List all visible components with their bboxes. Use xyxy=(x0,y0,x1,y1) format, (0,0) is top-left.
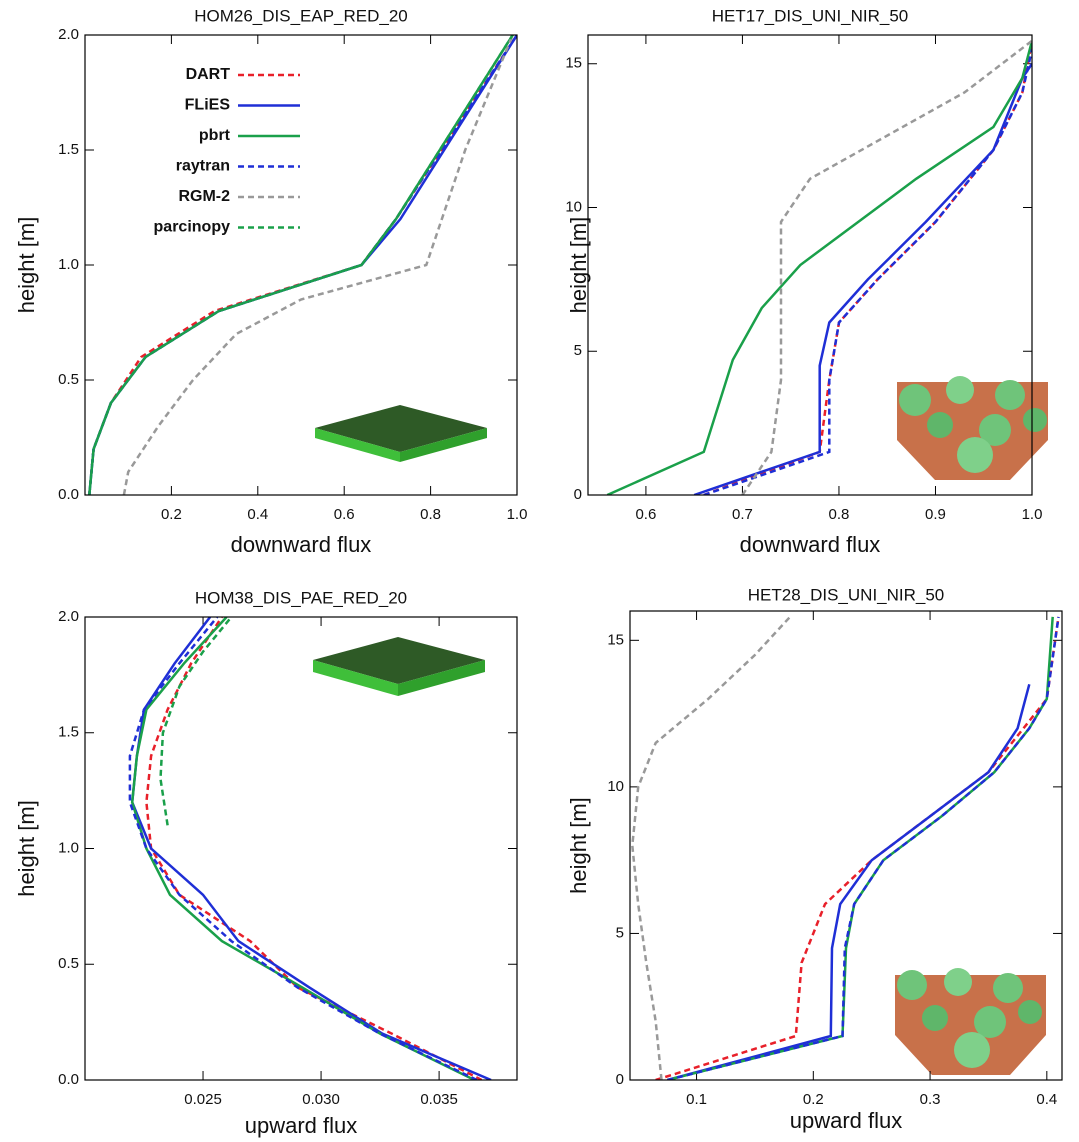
series-line xyxy=(130,617,476,1080)
plot-frame xyxy=(84,34,518,496)
series-line xyxy=(693,63,1032,495)
y-axis-label: height [m] xyxy=(14,217,39,314)
series-line xyxy=(703,49,1032,495)
y-tick-label: 1.0 xyxy=(58,256,79,273)
x-tick-label: 0.6 xyxy=(334,506,355,523)
y-tick-label: 0 xyxy=(574,486,582,503)
legend-label: RGM-2 xyxy=(178,188,230,205)
y-tick-label: 0.5 xyxy=(58,371,79,388)
series-line xyxy=(606,40,1032,495)
x-tick-label: 0.6 xyxy=(635,506,656,523)
y-tick-label: 15 xyxy=(607,631,624,648)
series-line xyxy=(128,617,478,1080)
y-tick-label: 0.5 xyxy=(58,955,79,972)
series-line xyxy=(741,39,1032,495)
x-tick-label: 1.0 xyxy=(1022,506,1043,523)
plot-lines xyxy=(88,35,517,495)
y-axis-label: height [m] xyxy=(14,800,39,897)
plot-frame xyxy=(629,610,1063,1081)
x-tick-label: 0.030 xyxy=(302,1091,340,1108)
series-line xyxy=(159,617,233,826)
y-tick-label: 0 xyxy=(616,1071,624,1088)
series-line xyxy=(130,617,492,1080)
chart-title: HOM38_DIS_PAE_RED_20 xyxy=(195,588,407,607)
grass-inset xyxy=(315,405,487,462)
plot-lines xyxy=(606,39,1032,495)
x-tick-label: 0.2 xyxy=(161,506,182,523)
y-tick-label: 5 xyxy=(616,924,624,941)
x-axis-label: downward flux xyxy=(740,532,881,557)
y-axis-label: height [m] xyxy=(566,797,591,894)
legend-label: raytran xyxy=(176,158,230,175)
series-line xyxy=(667,683,1031,1080)
series-line xyxy=(631,616,791,1080)
y-tick-label: 1.5 xyxy=(58,724,79,741)
x-tick-label: 0.1 xyxy=(686,1091,707,1108)
x-tick-label: 0.7 xyxy=(732,506,753,523)
plot-frame xyxy=(587,34,1033,496)
y-tick-label: 0.0 xyxy=(58,486,79,503)
plot-lines xyxy=(128,617,492,1080)
chart-title: HOM26_DIS_EAP_RED_20 xyxy=(194,6,408,25)
x-axis-label: upward flux xyxy=(245,1113,358,1138)
x-axis-label: upward flux xyxy=(790,1108,903,1133)
grass-inset xyxy=(313,637,485,696)
chart-title: HET28_DIS_UNI_NIR_50 xyxy=(748,585,945,604)
y-tick-label: 10 xyxy=(607,778,624,795)
plot-frame xyxy=(84,616,518,1081)
y-tick-label: 2.0 xyxy=(58,608,79,625)
chart-title: HET17_DIS_UNI_NIR_50 xyxy=(712,6,909,25)
legend-label: pbrt xyxy=(199,127,231,144)
x-tick-label: 0.025 xyxy=(184,1091,222,1108)
x-tick-label: 0.3 xyxy=(920,1091,941,1108)
x-tick-label: 0.035 xyxy=(420,1091,458,1108)
y-tick-label: 2.0 xyxy=(58,26,79,43)
x-tick-label: 1.0 xyxy=(507,506,528,523)
y-tick-label: 0.0 xyxy=(58,1071,79,1088)
y-axis-label: height [m] xyxy=(566,217,591,314)
x-tick-label: 0.9 xyxy=(925,506,946,523)
x-tick-label: 0.4 xyxy=(247,506,268,523)
series-line xyxy=(88,35,514,495)
series-line xyxy=(122,35,514,495)
series-line xyxy=(667,616,1060,1080)
x-tick-label: 0.4 xyxy=(1036,1091,1057,1108)
plot-lines xyxy=(631,616,1060,1080)
x-tick-label: 0.8 xyxy=(420,506,441,523)
legend-label: FLiES xyxy=(185,97,231,114)
y-tick-label: 1.5 xyxy=(58,141,79,158)
legend-label: parcinopy xyxy=(154,219,231,236)
tree-inset xyxy=(895,968,1046,1075)
tree-inset xyxy=(897,376,1048,480)
legend-label: DART xyxy=(186,66,231,83)
x-axis-label: downward flux xyxy=(231,532,372,557)
y-tick-label: 15 xyxy=(565,55,582,72)
y-tick-label: 1.0 xyxy=(58,839,79,856)
x-tick-label: 0.8 xyxy=(829,506,850,523)
y-tick-label: 5 xyxy=(574,342,582,359)
y-tick-label: 10 xyxy=(565,198,582,215)
x-tick-label: 0.2 xyxy=(803,1091,824,1108)
